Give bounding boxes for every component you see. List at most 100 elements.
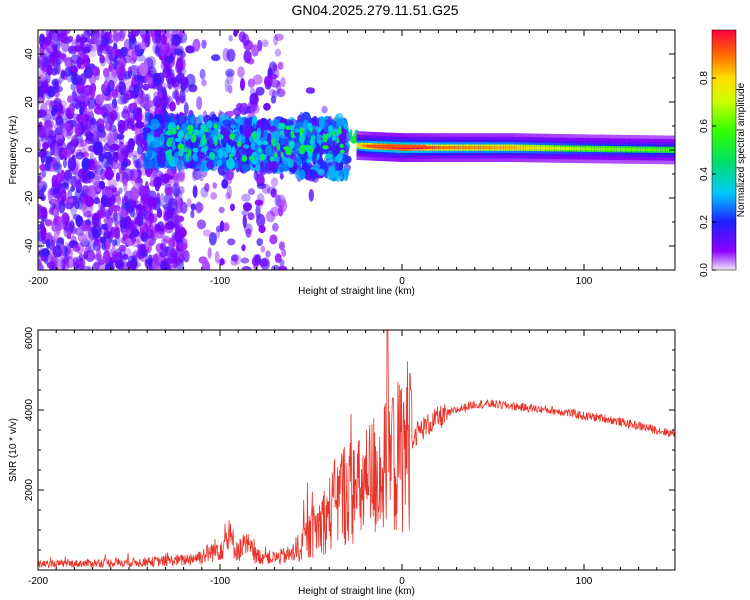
noise-blob	[163, 212, 169, 222]
noise-blob	[48, 100, 55, 113]
noise-blob	[147, 254, 153, 267]
noise-blob	[59, 120, 65, 129]
noise-blob	[88, 38, 98, 45]
noise-blob	[38, 85, 44, 99]
noise-blob	[86, 171, 95, 180]
ridge-cell	[403, 146, 407, 150]
y-tick-label: 4000	[24, 398, 35, 421]
band-highlight	[259, 153, 265, 161]
noise-blob	[100, 30, 105, 39]
x-tick-label: 100	[576, 276, 593, 287]
y-tick-label: 20	[24, 96, 35, 108]
noise-blob	[96, 129, 106, 138]
noise-blob	[266, 186, 277, 195]
ridge-cell	[463, 146, 467, 150]
y-tick-label: -20	[24, 190, 35, 205]
ridge-cell	[460, 146, 463, 150]
ridge-cell	[562, 147, 565, 150]
noise-blob	[122, 253, 129, 261]
noise-blob	[160, 193, 165, 207]
band-highlight	[236, 141, 242, 147]
noise-blob	[134, 217, 140, 225]
noise-blob	[53, 187, 58, 195]
ridge-cell	[611, 147, 614, 151]
band-highlight	[272, 139, 277, 147]
noise-blob	[255, 86, 265, 96]
y-axis-label: SNR (10 * v/v)	[8, 418, 19, 482]
noise-blob	[252, 254, 261, 264]
noise-blob	[99, 54, 105, 64]
band-highlight	[188, 134, 193, 139]
noise-blob	[45, 238, 51, 249]
noise-blob	[171, 78, 180, 88]
noise-blob	[164, 62, 171, 71]
band-highlight	[190, 134, 197, 143]
noise-blob	[180, 201, 188, 214]
noise-blob	[81, 224, 91, 232]
band-highlight	[230, 124, 236, 129]
ridge-cell	[505, 146, 508, 150]
band-highlight	[256, 140, 263, 146]
ridge-cell	[655, 148, 658, 152]
noise-blob	[190, 209, 195, 219]
band-blob	[278, 162, 288, 173]
noise-blob	[114, 226, 121, 240]
ridge-cell	[420, 146, 423, 150]
ridge-cell	[656, 148, 660, 152]
noise-blob	[101, 42, 111, 55]
noise-blob	[94, 120, 101, 131]
noise-blob	[221, 179, 229, 189]
noise-blob	[38, 139, 41, 151]
noise-blob	[153, 176, 162, 189]
noise-blob	[118, 81, 127, 96]
ridge-cell	[356, 144, 359, 148]
noise-blob	[105, 188, 113, 198]
noise-blob	[115, 172, 120, 182]
band-highlight	[343, 123, 349, 130]
noise-blob	[160, 259, 168, 270]
ridge-cell	[480, 146, 483, 150]
ridge-cell	[440, 146, 443, 150]
noise-blob	[70, 175, 77, 188]
noise-blob	[121, 161, 129, 168]
band-blob	[334, 112, 345, 127]
noise-blob	[178, 242, 188, 251]
noise-blob	[158, 43, 167, 57]
noise-blob	[154, 30, 162, 38]
ridge-cell	[531, 146, 534, 150]
noise-blob	[84, 43, 93, 51]
noise-blob	[60, 68, 65, 80]
noise-blob	[111, 205, 121, 212]
noise-blob	[76, 56, 82, 69]
noise-blob	[62, 212, 69, 226]
ridge-cell	[431, 146, 434, 150]
noise-blob	[87, 97, 97, 110]
ridge-cell	[536, 146, 539, 150]
noise-blob	[79, 106, 84, 116]
noise-blob	[253, 96, 258, 108]
noise-blob	[109, 110, 118, 121]
noise-blob	[65, 256, 75, 269]
noise-blob	[79, 139, 88, 148]
noise-blob	[225, 192, 231, 200]
noise-blob	[162, 235, 171, 244]
ridge-cell	[604, 147, 607, 151]
noise-blob	[104, 121, 113, 132]
noise-blob	[139, 250, 148, 258]
band-highlight	[238, 135, 243, 143]
ridge-cell	[582, 147, 585, 151]
ridge-cell	[489, 146, 492, 150]
noise-blob	[112, 57, 118, 70]
noise-blob	[281, 248, 287, 258]
ridge-cell	[653, 148, 656, 152]
band-blob	[153, 136, 162, 148]
noise-blob	[274, 33, 284, 41]
noise-blob	[163, 247, 168, 256]
ridge-cell	[511, 146, 514, 150]
ridge-cell	[629, 148, 632, 151]
noise-blob	[118, 123, 126, 135]
noise-blob	[180, 78, 185, 86]
band-blob	[146, 145, 153, 159]
ridge-cell	[540, 146, 543, 150]
noise-blob	[132, 169, 139, 180]
